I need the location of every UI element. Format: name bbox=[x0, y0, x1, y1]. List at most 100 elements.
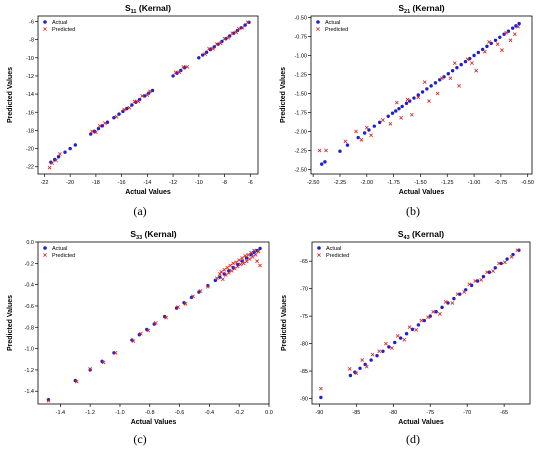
actual-point bbox=[425, 87, 429, 91]
legend-actual-marker bbox=[43, 20, 47, 24]
predicted-point bbox=[47, 165, 52, 170]
y-tick-label: -1.75 bbox=[294, 110, 307, 116]
actual-point bbox=[369, 358, 373, 362]
predicted-point bbox=[497, 261, 501, 266]
actual-point bbox=[440, 305, 444, 310]
actual-point bbox=[348, 373, 353, 378]
y-tick-label: -70 bbox=[300, 287, 308, 293]
x-axis-label: Actual Values bbox=[399, 189, 445, 196]
actual-point bbox=[243, 23, 247, 27]
predicted-point bbox=[94, 130, 98, 135]
predicted-point bbox=[145, 93, 150, 97]
actual-point bbox=[493, 38, 498, 43]
y-tick-label: 0.0 bbox=[26, 240, 34, 246]
y-tick-label: -14 bbox=[26, 92, 34, 98]
predicted-point bbox=[243, 253, 248, 258]
x-tick-label: -0.2 bbox=[234, 410, 243, 416]
actual-point bbox=[434, 310, 438, 314]
predicted-point bbox=[380, 118, 385, 122]
predicted-point bbox=[491, 269, 495, 273]
actual-point bbox=[459, 62, 463, 67]
chart-title: S43 (Kernal) bbox=[398, 229, 444, 241]
actual-point bbox=[117, 112, 121, 116]
y-tick-label: -75 bbox=[300, 314, 308, 320]
actual-point bbox=[386, 114, 390, 118]
actual-point bbox=[407, 99, 412, 103]
y-tick-label: -20 bbox=[26, 147, 34, 153]
predicted-point bbox=[377, 349, 382, 354]
chart-panel-2: S21 (Kernal) -2.50 -2.25 -2.00 -1.75 -1.50 -1.… bbox=[280, 3, 534, 196]
y-axis-label: Predicted Values bbox=[280, 67, 287, 123]
x-tick-label: -0.6 bbox=[175, 410, 184, 416]
actual-point bbox=[323, 160, 327, 164]
predicted-point bbox=[225, 265, 230, 270]
x-tick-label: -1.4 bbox=[56, 410, 65, 416]
predicted-point bbox=[324, 148, 328, 153]
y-tick-label: -0.6 bbox=[25, 304, 34, 310]
actual-point bbox=[345, 143, 350, 147]
predicted-point bbox=[318, 386, 323, 391]
actual-point bbox=[433, 81, 438, 85]
predicted-point bbox=[370, 352, 375, 357]
x-tick-label: 0.0 bbox=[265, 410, 273, 416]
chart-panel-4: S43 (Kernal) -90 -85 -80 -75 -70 -65 -90 -85 -80 -… bbox=[281, 229, 531, 426]
chart-title: S11 (Kernal) bbox=[125, 3, 171, 15]
actual-point bbox=[464, 288, 468, 292]
actual-point bbox=[429, 84, 433, 88]
y-tick-label: -2.25 bbox=[294, 148, 307, 154]
x-tick-label: -2.50 bbox=[307, 180, 320, 186]
legend-predicted-marker bbox=[317, 253, 321, 257]
x-tick-label: -2.00 bbox=[361, 180, 374, 186]
x-tick-label: -1.75 bbox=[387, 180, 400, 186]
x-axis-label: Actual Values bbox=[125, 189, 171, 196]
y-tick-label: -2.00 bbox=[294, 129, 307, 135]
x-tick-label: -0.4 bbox=[205, 410, 214, 416]
actual-point bbox=[455, 65, 459, 70]
legend-actual-label: Actual bbox=[325, 20, 340, 26]
y-tick-label: -1.2 bbox=[25, 368, 34, 374]
actual-point bbox=[197, 56, 201, 60]
x-tick-label: -1.0 bbox=[115, 410, 124, 416]
predicted-point bbox=[228, 263, 233, 268]
actual-point bbox=[517, 21, 521, 26]
predicted-point bbox=[237, 258, 242, 263]
plot-frame bbox=[311, 241, 531, 405]
actual-point bbox=[422, 318, 427, 323]
legend-predicted-label: Predicted bbox=[325, 27, 348, 33]
caption-d: (d) bbox=[406, 432, 420, 446]
actual-point bbox=[416, 323, 421, 327]
predicted-point bbox=[343, 139, 348, 144]
x-tick-label: -2.25 bbox=[334, 180, 347, 186]
x-tick-label: -85 bbox=[352, 410, 360, 416]
predicted-point bbox=[364, 125, 369, 130]
caption-a: (a) bbox=[133, 204, 147, 218]
x-tick-label: -70 bbox=[463, 410, 471, 416]
x-tick-label: -1.25 bbox=[441, 180, 454, 186]
predicted-point bbox=[431, 309, 436, 314]
predicted-point bbox=[462, 290, 467, 294]
predicted-point bbox=[217, 272, 222, 276]
predicted-point bbox=[214, 276, 219, 281]
x-tick-label: -16 bbox=[118, 180, 126, 186]
predicted-point bbox=[515, 248, 520, 253]
x-tick-label: -80 bbox=[389, 410, 397, 416]
predicted-point bbox=[426, 315, 430, 320]
x-tick-label: -18 bbox=[92, 180, 100, 186]
x-tick-label: -8 bbox=[222, 180, 227, 186]
predicted-point bbox=[146, 328, 151, 333]
predicted-point bbox=[448, 76, 453, 81]
predicted-point bbox=[509, 254, 514, 259]
actual-point bbox=[46, 398, 51, 402]
y-tick-label: -6 bbox=[29, 19, 34, 25]
actual-point bbox=[96, 126, 101, 131]
predicted-point bbox=[220, 277, 225, 282]
predicted-point bbox=[364, 364, 369, 369]
predicted-point bbox=[235, 264, 240, 269]
predicted-point bbox=[317, 148, 322, 153]
actual-point bbox=[410, 327, 415, 332]
predicted-point bbox=[127, 105, 132, 110]
actual-point bbox=[505, 257, 509, 261]
predicted-point bbox=[114, 114, 119, 119]
